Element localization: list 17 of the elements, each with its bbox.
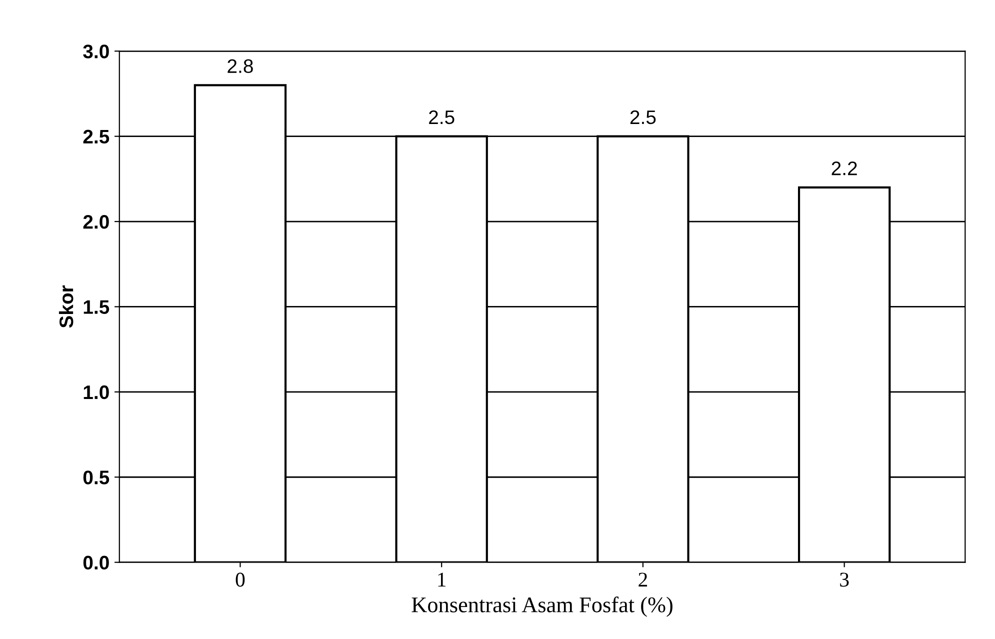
y-tick-label: 2.5 [83,130,110,144]
y-tick-label: 1.5 [84,300,110,314]
y-tick-label: 0.5 [83,470,110,484]
y-tick-label: 1.0 [84,385,109,400]
x-tick-label: 3 [840,572,849,587]
data-label: 2.5 [429,110,454,124]
data-label: 2.5 [630,110,656,124]
y-tick-label: 0.0 [83,556,109,570]
x-tick-label: 2 [638,572,648,586]
y-tick-label: 2.0 [83,214,109,229]
y-axis-title: Skor [58,285,74,328]
x-tick-label: 1 [438,572,446,586]
x-tick-label: 0 [236,572,245,587]
x-axis-title: Konsentrasi Asam Fosfat (%) [412,596,672,617]
data-label: 2.2 [832,161,857,176]
data-label: 2.8 [228,59,253,74]
y-tick-label: 3.0 [83,44,109,58]
